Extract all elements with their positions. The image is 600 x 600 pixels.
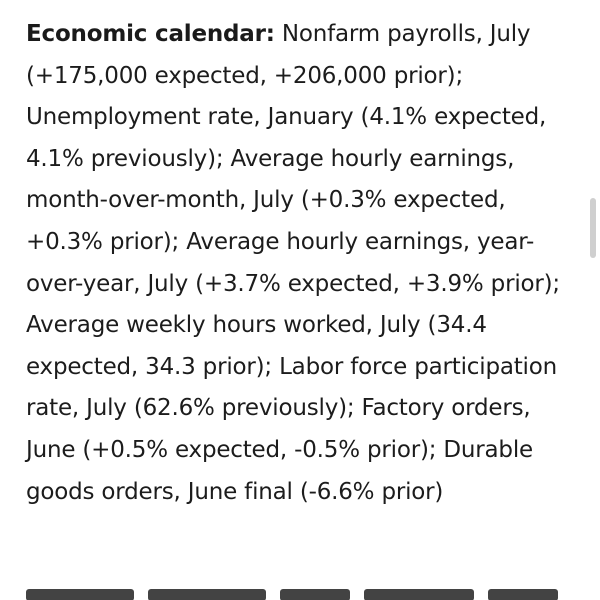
economic-calendar-text: Nonfarm payrolls, July (+175,000 expecte… (26, 21, 560, 505)
cropped-text-fragment (148, 589, 266, 600)
cropped-text-fragment (280, 589, 350, 600)
scrollbar-thumb[interactable] (590, 198, 596, 258)
cropped-text-fragment (488, 589, 558, 600)
cropped-text-fragment (26, 589, 134, 600)
economic-calendar-paragraph: Economic calendar: Nonfarm payrolls, Jul… (26, 14, 571, 513)
cropped-text-fragment (364, 589, 474, 600)
economic-calendar-label: Economic calendar: (26, 21, 275, 47)
next-paragraph-peek (26, 583, 572, 600)
